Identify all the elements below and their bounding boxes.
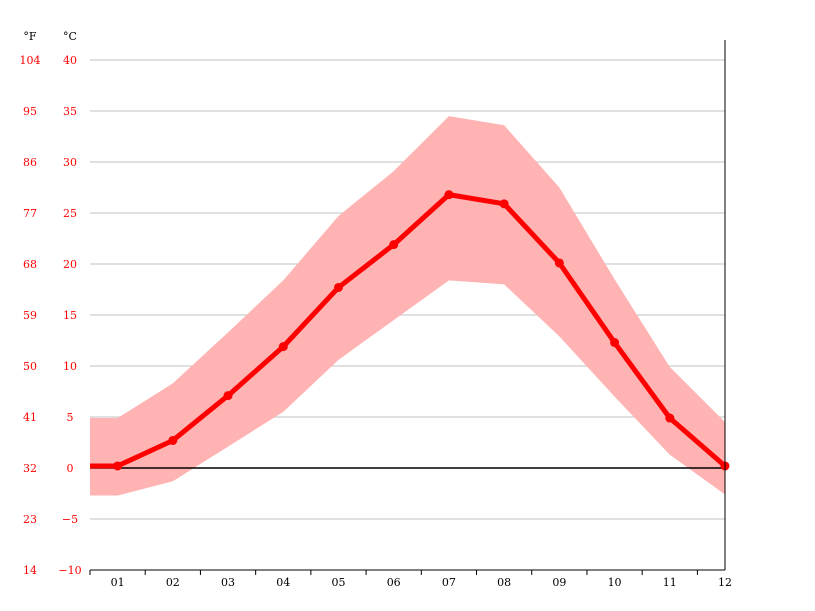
x-tick-label: 08 — [497, 576, 511, 589]
data-point — [223, 391, 233, 401]
y-tick-label-fahrenheit: 50 — [23, 360, 37, 373]
axes — [89, 40, 726, 575]
unit-label-fahrenheit: °F — [23, 30, 37, 43]
x-tick-label: 04 — [276, 576, 290, 589]
y-tick-label-fahrenheit: 23 — [23, 513, 37, 526]
data-point — [333, 282, 343, 292]
x-tick-label: 02 — [166, 576, 180, 589]
y-tick-label-celsius: 40 — [63, 54, 77, 67]
y-tick-label-fahrenheit: 59 — [23, 309, 37, 322]
data-point — [389, 240, 399, 250]
axis-labels: °F °C 4010435953086257720681559105054103… — [20, 30, 733, 589]
y-tick-label-celsius: −10 — [58, 564, 81, 577]
x-tick-label: 03 — [221, 576, 235, 589]
y-tick-label-fahrenheit: 95 — [23, 105, 37, 118]
data-point — [168, 435, 178, 445]
data-point — [554, 258, 564, 268]
data-point — [665, 413, 675, 423]
range-band-area — [90, 116, 725, 496]
x-tick-label: 05 — [331, 576, 345, 589]
y-tick-label-celsius: 30 — [63, 156, 77, 169]
x-tick-label: 10 — [608, 576, 622, 589]
y-tick-label-fahrenheit: 68 — [23, 258, 37, 271]
y-tick-label-fahrenheit: 77 — [23, 207, 37, 220]
x-tick-label: 01 — [111, 576, 125, 589]
y-tick-label-fahrenheit: 32 — [23, 462, 37, 475]
x-tick-label: 07 — [442, 576, 456, 589]
y-tick-label-celsius: 20 — [63, 258, 77, 271]
y-tick-label-celsius: 25 — [63, 207, 77, 220]
temperature-range-band — [90, 116, 725, 496]
data-point — [278, 342, 288, 352]
unit-label-celsius: °C — [63, 30, 77, 43]
temperature-line-series — [90, 190, 730, 471]
y-tick-label-fahrenheit: 86 — [23, 156, 37, 169]
y-tick-label-celsius: 0 — [67, 462, 74, 475]
y-tick-label-fahrenheit: 41 — [23, 411, 37, 424]
y-tick-label-celsius: 10 — [63, 360, 77, 373]
data-point — [113, 461, 123, 471]
y-tick-label-celsius: 35 — [63, 105, 77, 118]
y-tick-label-celsius: 5 — [67, 411, 74, 424]
x-tick-label: 06 — [387, 576, 401, 589]
y-tick-label-fahrenheit: 104 — [20, 54, 41, 67]
y-tick-label-fahrenheit: 14 — [23, 564, 37, 577]
data-point — [444, 190, 454, 200]
data-point — [610, 338, 620, 348]
y-tick-label-celsius: −5 — [62, 513, 78, 526]
x-tick-label: 12 — [718, 576, 732, 589]
x-tick-label: 09 — [552, 576, 566, 589]
data-point — [499, 199, 509, 209]
y-tick-label-celsius: 15 — [63, 309, 77, 322]
x-tick-label: 11 — [663, 576, 677, 589]
